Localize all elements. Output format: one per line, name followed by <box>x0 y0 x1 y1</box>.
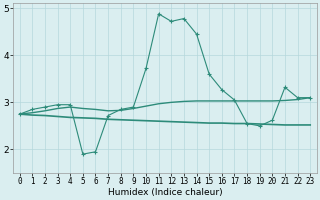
X-axis label: Humidex (Indice chaleur): Humidex (Indice chaleur) <box>108 188 222 197</box>
